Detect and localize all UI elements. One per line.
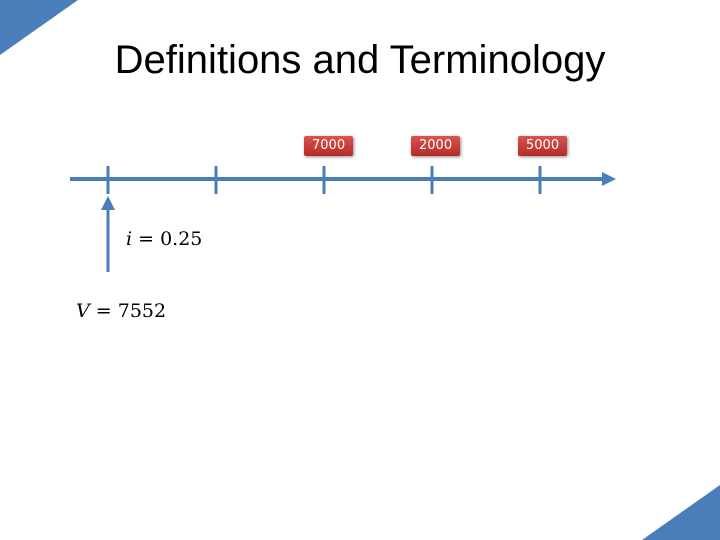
cash-flow-box-2: 2000 <box>411 136 461 156</box>
interest-rate-value: 0.25 <box>160 228 203 250</box>
present-value-symbol: V <box>76 300 90 322</box>
cash-flow-box-1: 7000 <box>304 136 354 156</box>
corner-decoration-top-left <box>0 0 78 55</box>
cash-flow-box-3: 5000 <box>518 136 568 156</box>
corner-decoration-bottom-right <box>642 485 720 540</box>
present-value-label: V = 7552 <box>76 300 167 322</box>
time-axis-arrowhead <box>602 172 616 186</box>
interest-rate-symbol: i <box>126 228 133 250</box>
interest-rate-label: i = 0.25 <box>126 228 203 250</box>
present-value-amount: 7552 <box>117 300 167 322</box>
slide-title: Definitions and Terminology <box>114 38 606 82</box>
present-value-arrowhead <box>101 196 115 210</box>
